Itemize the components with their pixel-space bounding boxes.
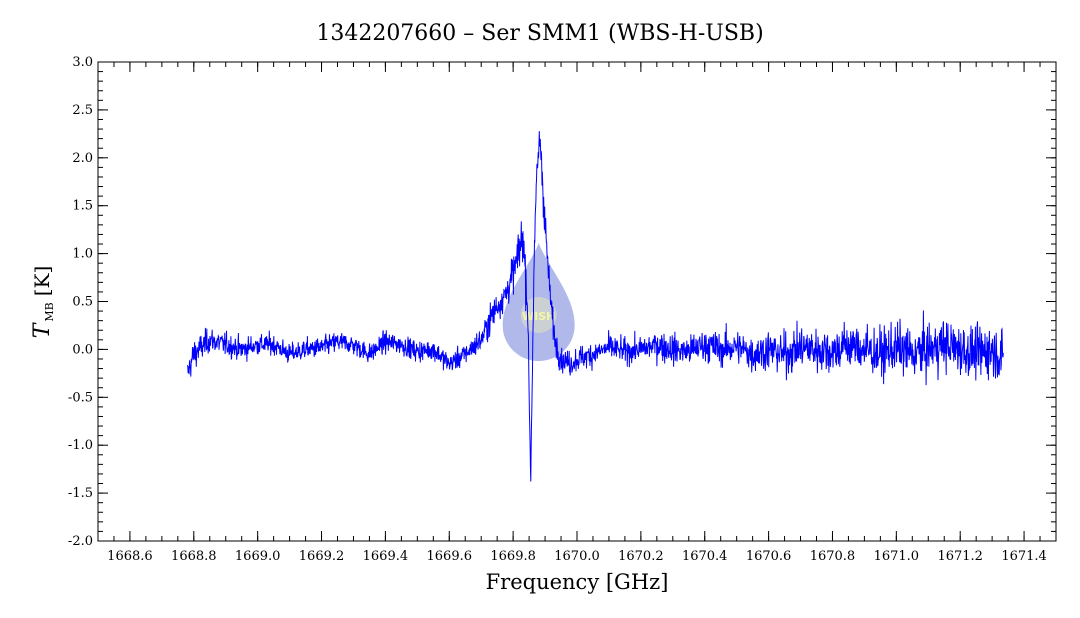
wish-watermark: WISH bbox=[502, 243, 575, 362]
y-axis-label: TMB [K] bbox=[30, 266, 56, 339]
x-tick-labels: 1668.6 1668.8 1669.0 1669.2 1669.4 1669.6 1669… bbox=[107, 549, 1047, 564]
watermark-glow bbox=[520, 297, 557, 334]
y-tick-label: 2.5 bbox=[72, 103, 93, 118]
x-tick-label: 1669.8 bbox=[490, 549, 536, 564]
x-tick-label: 1669.6 bbox=[427, 549, 473, 564]
x-tick-label: 1670.8 bbox=[810, 549, 856, 564]
y-tick-label: 2.0 bbox=[72, 151, 93, 166]
watermark-drop bbox=[502, 243, 575, 362]
x-axis-label: Frequency [GHz] bbox=[486, 570, 669, 594]
y-tick-label: -0.5 bbox=[68, 390, 93, 405]
svg-text:TMB[K]: TMB [K] bbox=[30, 266, 56, 339]
y-axis-label-main: T bbox=[30, 321, 55, 338]
x-tick-label: 1670.6 bbox=[746, 549, 792, 564]
x-tick-label: 1670.4 bbox=[682, 549, 728, 564]
spectrum-series-line bbox=[186, 131, 1004, 482]
x-tick-label: 1671.2 bbox=[937, 549, 983, 564]
y-axis-label-unit: [K] bbox=[30, 266, 54, 297]
y-tick-labels: -2.0 -1.5 -1.0 -0.5 0.0 0.5 1.0 1.5 2.0 2.5 3.0 bbox=[68, 55, 93, 549]
y-tick-label: -1.5 bbox=[68, 486, 93, 501]
y-tick-label: 0.0 bbox=[72, 342, 93, 357]
y-tick-label: -2.0 bbox=[68, 534, 93, 549]
y-axis-label-sub: MB bbox=[43, 302, 56, 321]
x-tick-label: 1670.2 bbox=[618, 549, 664, 564]
y-tick-label: 1.0 bbox=[72, 247, 93, 262]
y-tick-label: -1.0 bbox=[68, 438, 93, 453]
x-tick-label: 1668.6 bbox=[107, 549, 153, 564]
y-tick-label: 3.0 bbox=[72, 55, 93, 70]
y-tick-label: 1.5 bbox=[72, 199, 93, 214]
x-tick-label: 1671.0 bbox=[874, 549, 920, 564]
watermark-text: WISH bbox=[522, 310, 555, 323]
axis-ticks bbox=[97, 61, 1057, 542]
x-tick-label: 1671.4 bbox=[1001, 549, 1047, 564]
y-tick-label: 0.5 bbox=[72, 295, 93, 310]
x-tick-label: 1668.8 bbox=[171, 549, 217, 564]
plot-frame bbox=[97, 61, 1057, 542]
x-tick-label: 1669.2 bbox=[299, 549, 345, 564]
x-tick-label: 1669.4 bbox=[363, 549, 409, 564]
chart-title: 1342207660 – Ser SMM1 (WBS-H-USB) bbox=[316, 21, 763, 46]
x-tick-label: 1669.0 bbox=[235, 549, 281, 564]
x-tick-label: 1670.0 bbox=[554, 549, 600, 564]
